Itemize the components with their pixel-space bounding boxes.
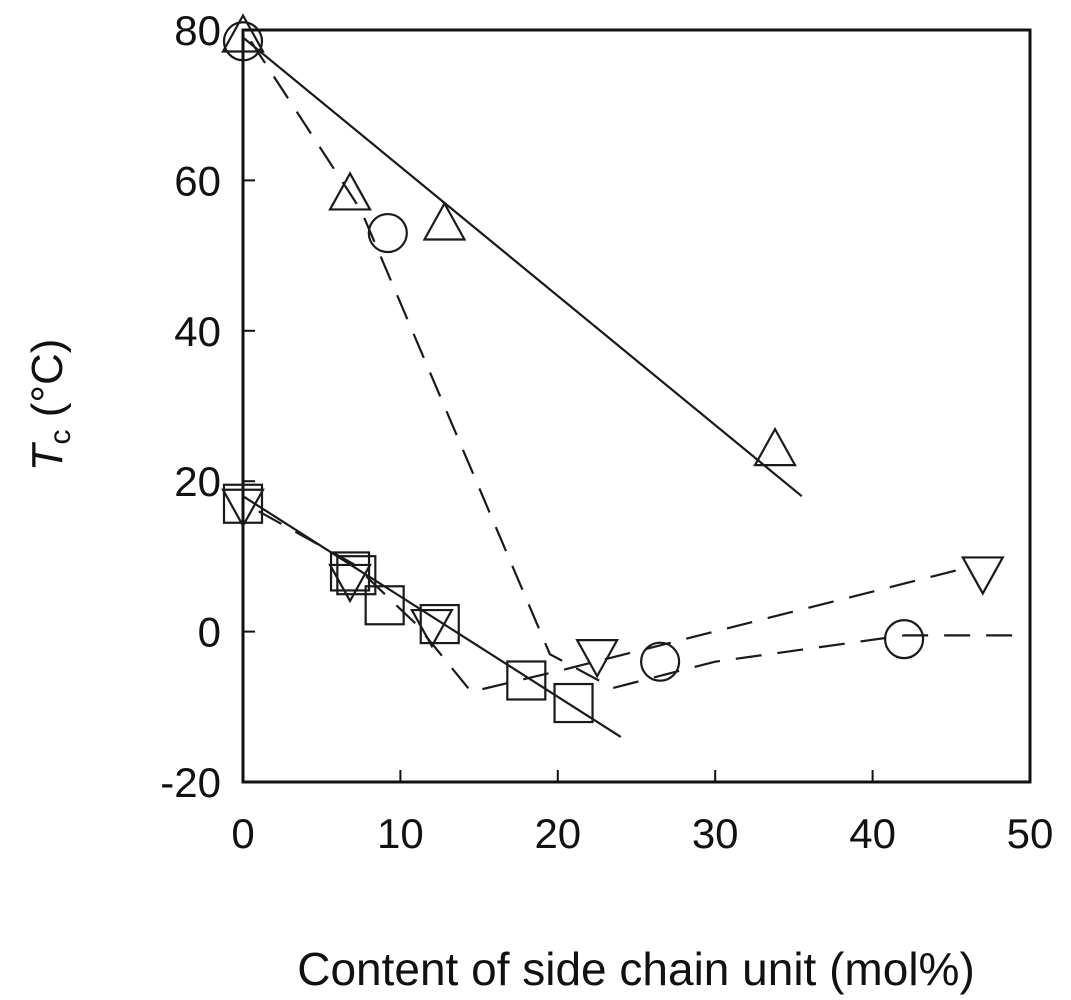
data-point-triangle-down [410,608,454,649]
data-point-triangle-up [422,201,467,241]
data-point-triangle-up [753,426,797,467]
data-point-circle [883,619,925,660]
y-tick-label: 40 [174,308,221,355]
x-tick-label: 50 [1007,810,1054,857]
plot-frame [241,28,1032,784]
fit-line-triangle-up [242,36,803,498]
data-point-triangle-down [221,488,265,529]
y-tick-label: 80 [174,7,221,54]
data-point-square [364,585,405,626]
data-markers [221,13,1005,724]
fit-line-circle [249,40,1015,690]
data-point-triangle-up [221,13,265,53]
fit-lines [242,36,1015,738]
data-point-circle [222,21,264,62]
data-point-triangle-down [328,563,372,604]
x-tick-label: 40 [849,810,896,857]
data-point-circle [640,641,681,682]
data-point-triangle-down [575,639,620,679]
data-point-square [222,483,264,524]
y-axis-symbol: T [23,441,72,471]
data-point-circle [367,212,408,254]
y-axis-unit: (°C) [23,339,72,430]
fit-line-square [242,495,622,738]
data-point-square [553,682,594,724]
data-point-triangle-up [328,171,372,211]
y-tick-label: -20 [160,759,221,806]
data-point-square [336,555,377,596]
y-tick-label: 60 [174,157,221,204]
y-tick-label: 0 [198,609,221,656]
y-axis-subscript: c [44,430,77,445]
x-tick-label: 10 [377,810,424,857]
x-tick-label: 30 [692,810,739,857]
x-tick-label: 20 [534,810,581,857]
data-point-square [329,551,371,592]
x-tick-label: 0 [231,810,254,857]
data-point-square [506,660,547,701]
x-axis-title: Content of side chain unit (mol%) [297,943,975,995]
data-point-triangle-down [960,556,1005,596]
y-tick-label: 20 [174,458,221,505]
y-axis-title: Tc (°C) [23,339,77,472]
